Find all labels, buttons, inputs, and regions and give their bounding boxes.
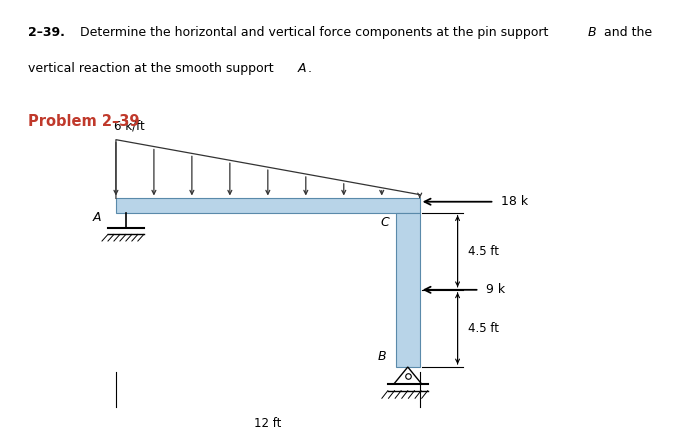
Text: 4.5 ft: 4.5 ft	[468, 322, 498, 335]
Text: 12 ft: 12 ft	[254, 417, 281, 430]
Text: .: .	[308, 62, 312, 75]
Text: Determine the horizontal and vertical force components at the pin support: Determine the horizontal and vertical fo…	[80, 26, 553, 39]
Text: B: B	[588, 26, 596, 39]
Text: 18 k: 18 k	[501, 195, 528, 208]
Text: Problem 2–39: Problem 2–39	[28, 114, 139, 129]
Text: 6 k/ft: 6 k/ft	[114, 119, 145, 132]
Text: A: A	[298, 62, 306, 75]
Polygon shape	[394, 367, 421, 384]
FancyBboxPatch shape	[116, 198, 420, 212]
Text: A: A	[92, 211, 101, 224]
Text: 4.5 ft: 4.5 ft	[468, 245, 498, 258]
Text: B: B	[377, 350, 386, 363]
Text: C: C	[380, 216, 389, 229]
Text: 9 k: 9 k	[486, 283, 505, 296]
Text: vertical reaction at the smooth support: vertical reaction at the smooth support	[28, 62, 278, 75]
FancyBboxPatch shape	[395, 212, 420, 367]
Text: and the: and the	[600, 26, 652, 39]
Text: 2–39.: 2–39.	[28, 26, 65, 39]
